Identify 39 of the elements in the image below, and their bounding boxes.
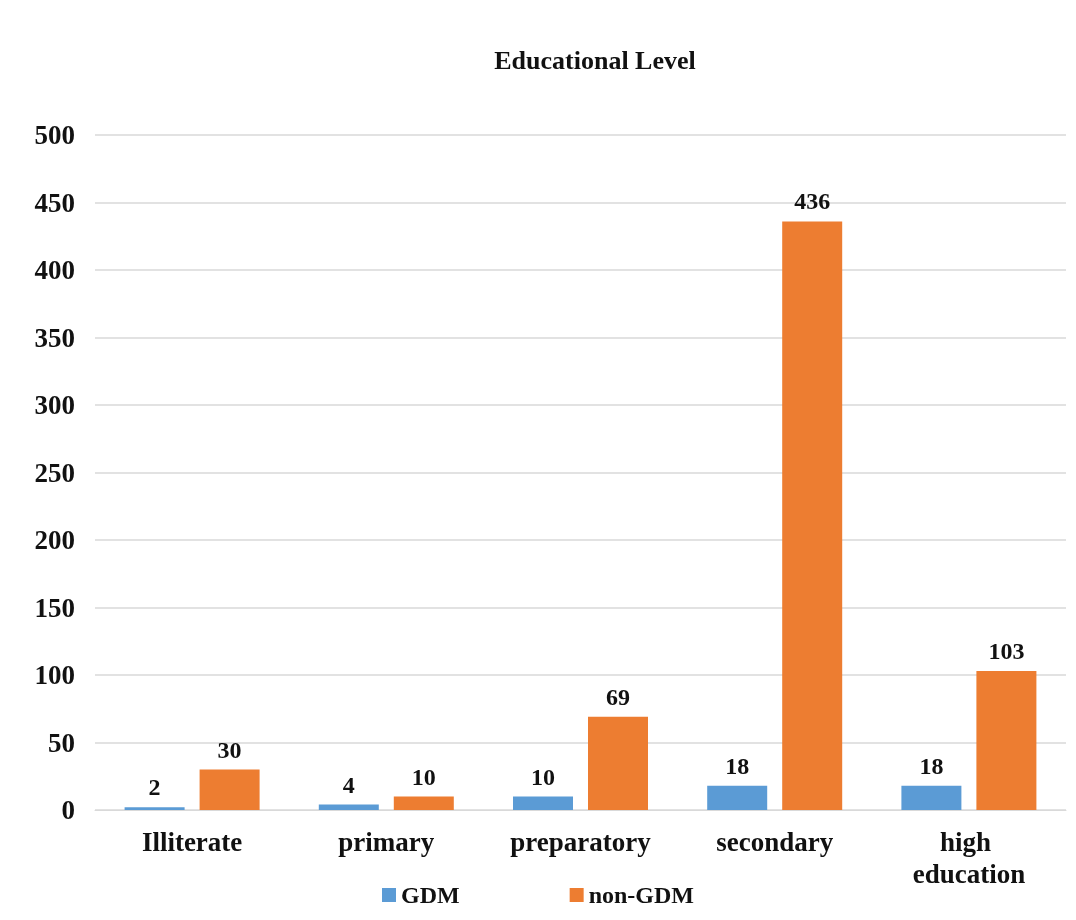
data-label: 10 xyxy=(531,763,555,790)
x-tick-label: high education xyxy=(912,827,1026,889)
data-label: 2 xyxy=(148,774,161,801)
x-tick-label: Illiterate xyxy=(141,827,243,857)
y-tick-label: 150 xyxy=(34,592,75,623)
bar xyxy=(782,221,843,810)
y-tick-label: 350 xyxy=(34,322,75,353)
bar xyxy=(318,804,379,810)
bar xyxy=(199,769,260,810)
data-label: 103 xyxy=(988,637,1025,664)
y-tick-label: 50 xyxy=(48,727,75,758)
x-tick-label: secondary xyxy=(716,827,834,857)
data-label: 69 xyxy=(606,683,630,710)
data-label: 436 xyxy=(794,188,831,215)
legend-label: GDM xyxy=(401,882,460,908)
y-tick-label: 450 xyxy=(34,187,75,218)
bar xyxy=(707,785,768,810)
data-label: 30 xyxy=(217,736,242,763)
y-tick-label: 200 xyxy=(34,525,75,555)
legend-label: non-GDM xyxy=(588,882,694,908)
data-label: 4 xyxy=(342,771,355,798)
bar xyxy=(124,807,185,810)
y-tick-label: 100 xyxy=(34,660,75,690)
y-tick-label: 300 xyxy=(34,390,75,420)
x-tick-label: preparatory xyxy=(510,827,652,857)
y-tick-label: 0 xyxy=(61,795,75,825)
bar xyxy=(976,670,1037,810)
y-tick-label: 400 xyxy=(34,255,75,285)
bar xyxy=(588,716,648,810)
y-tick-label: 250 xyxy=(34,457,75,488)
data-label: 10 xyxy=(411,763,436,790)
x-tick-label: primary xyxy=(338,827,435,857)
bar xyxy=(901,785,962,810)
data-label: 18 xyxy=(725,752,750,779)
data-label: 18 xyxy=(919,752,944,779)
chart-title: Educational Level xyxy=(494,45,696,75)
bar xyxy=(513,796,573,810)
y-tick-label: 500 xyxy=(34,120,75,150)
bar xyxy=(393,796,454,810)
